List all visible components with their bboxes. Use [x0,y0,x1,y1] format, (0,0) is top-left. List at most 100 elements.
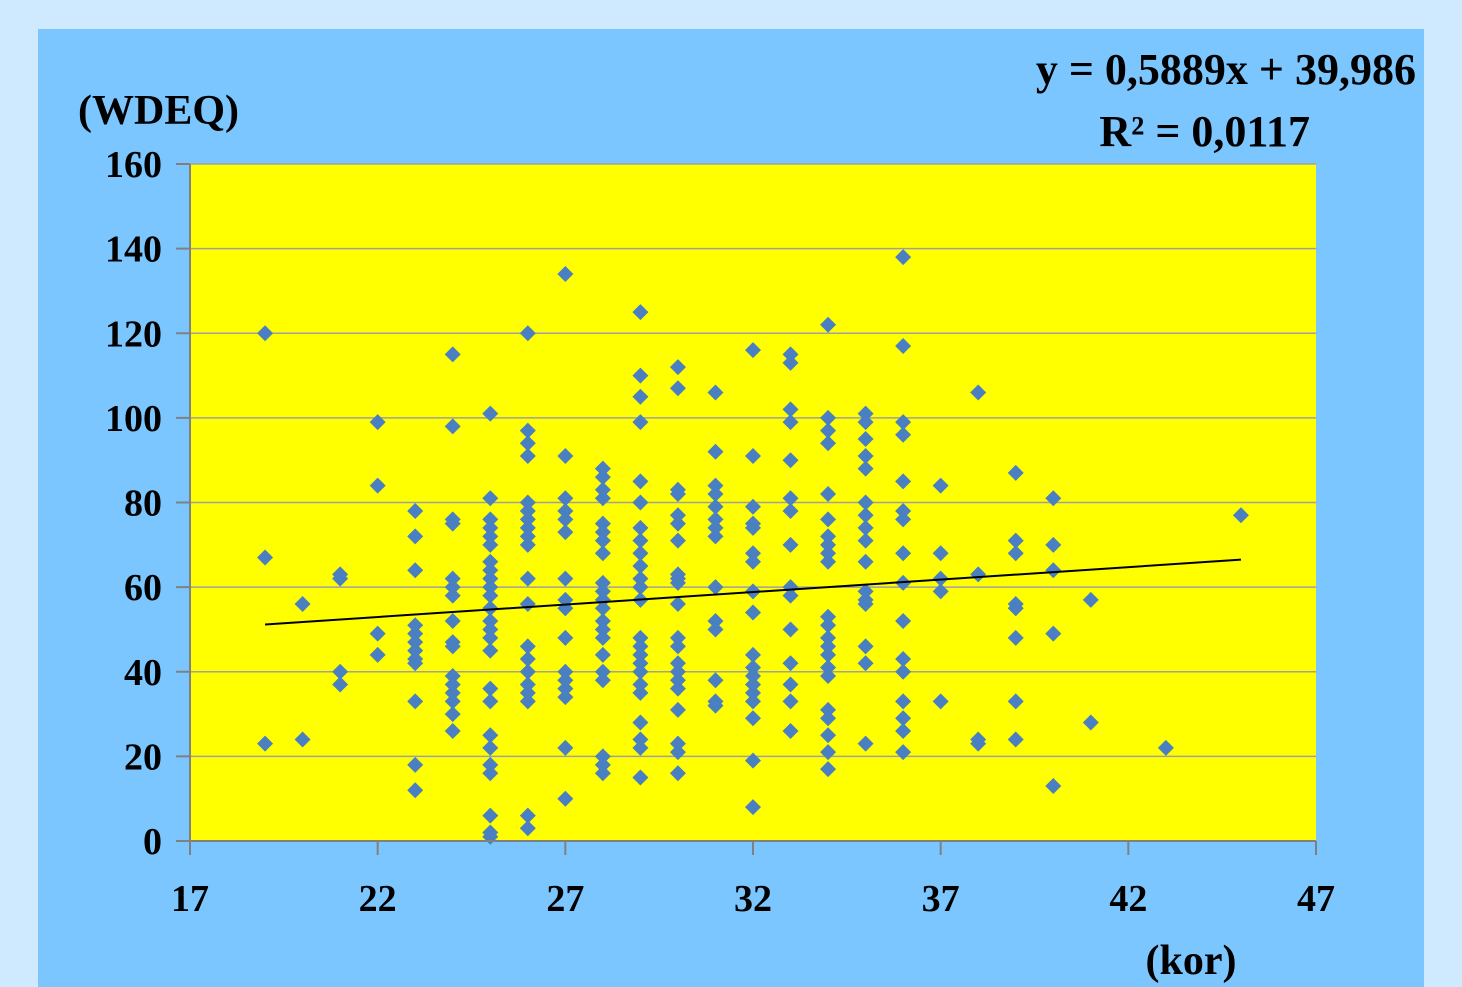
data-point [594,583,611,600]
data-point [1007,693,1024,710]
data-point [482,727,499,744]
data-point [857,735,874,752]
data-point [369,477,386,494]
data-point [707,519,724,536]
data-point [632,676,649,693]
data-point [820,629,837,646]
y-tick-label: 80 [124,483,162,525]
y-tick-label: 20 [124,736,162,778]
data-point [895,337,912,354]
data-point [482,536,499,553]
data-point [707,486,724,503]
data-point [820,486,837,503]
data-point [407,693,424,710]
data-point [669,359,686,376]
data-point [1082,591,1099,608]
x-tick-label: 22 [359,878,397,920]
data-point [632,388,649,405]
data-point [482,642,499,659]
data-point [1007,545,1024,562]
data-point [782,587,799,604]
data-point [745,553,761,570]
data-point [444,638,461,655]
data-point [482,519,499,536]
data-point [482,680,499,697]
data-point [820,667,837,684]
data-point [820,608,837,625]
y-tick-label: 120 [105,313,162,355]
data-point [519,511,536,528]
data-point [707,477,724,494]
data-point [782,490,799,507]
data-point [257,549,274,566]
data-point [557,490,574,507]
data-point [857,583,874,600]
data-point [895,744,912,761]
data-point [594,532,611,549]
data-point [782,676,799,693]
data-point [707,528,724,545]
data-point [519,519,536,536]
data-point [482,600,499,617]
data-point [594,612,611,629]
data-point [895,249,912,266]
data-point [895,722,912,739]
data-point [669,486,686,503]
data-point [669,655,686,672]
data-point [745,519,761,536]
data-point [519,528,536,545]
data-point [632,473,649,490]
data-point [444,684,461,701]
data-point [557,266,574,283]
data-point [669,515,686,532]
data-point [519,693,536,710]
data-point [407,528,424,545]
data-point [519,422,536,439]
data-point [745,693,761,710]
data-point [594,672,611,689]
data-point [519,536,536,553]
data-point [857,553,874,570]
data-point [1007,629,1024,646]
data-point [707,697,724,714]
data-point [932,693,949,710]
data-point [594,646,611,663]
data-point [669,507,686,524]
data-point [820,701,837,718]
x-tick-label: 42 [1109,878,1147,920]
data-point [820,638,837,655]
data-point [895,414,912,431]
data-point [669,735,686,752]
data-point [782,414,799,431]
data-point [632,494,649,511]
data-point [820,528,837,545]
y-tick-label: 160 [105,144,162,186]
data-point [782,693,799,710]
data-point [519,807,536,824]
data-point [594,524,611,541]
data-point [632,714,649,731]
data-point [632,629,649,646]
data-point [1045,777,1062,794]
data-point [669,744,686,761]
data-point [407,756,424,773]
data-point [519,502,536,519]
data-point [745,342,761,359]
data-point [332,570,349,587]
data-point [782,621,799,638]
data-point [482,511,499,528]
data-point [820,744,837,761]
data-point [519,820,536,837]
data-point [857,431,874,448]
x-tick-label: 37 [922,878,960,920]
data-point [444,570,461,587]
data-point [707,443,724,460]
data-point [407,502,424,519]
data-point [745,667,761,684]
data-point [782,536,799,553]
y-axis-label: (WDEQ) [78,88,239,134]
data-point [557,511,574,528]
data-point [594,663,611,680]
data-point [332,663,349,680]
data-point [669,638,686,655]
